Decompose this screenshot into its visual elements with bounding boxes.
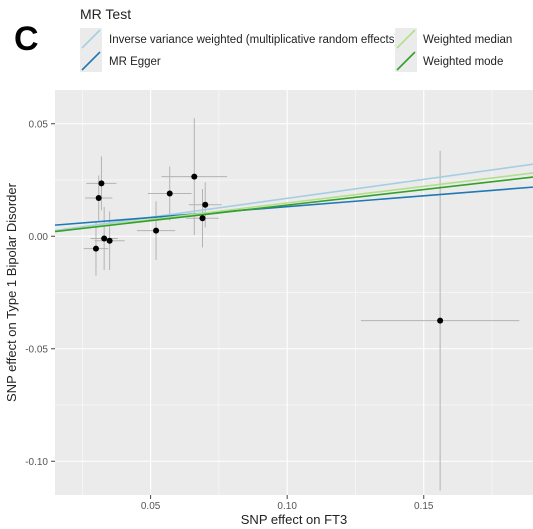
snp-points	[92, 173, 444, 324]
legend-entry-mr-egger: MR Egger	[80, 50, 161, 72]
legend-entry-weighted-mode: Weighted mode	[395, 50, 503, 72]
legend-label-weighted-mode: Weighted mode	[423, 56, 503, 68]
regression-line-3	[55, 176, 533, 233]
snp-point-7	[191, 173, 198, 180]
y-axis-title: SNP effect on Type 1 Bipolar Disorder	[4, 182, 19, 402]
snp-point-9	[202, 201, 209, 208]
regression-lines	[55, 163, 533, 233]
snp-point-0	[92, 245, 99, 252]
legend-line-mr-egger	[81, 51, 101, 71]
snp-point-4	[106, 237, 113, 244]
legend-line-weighted-mode	[396, 51, 416, 71]
x-tick-label-0: 0.05	[141, 501, 161, 512]
snp-point-2	[98, 180, 105, 187]
snp-point-1	[95, 195, 102, 201]
snp-point-5	[153, 227, 160, 234]
y-tick-label-1: 0.00	[29, 232, 49, 243]
legend-label-weighted-median: Weighted median	[423, 34, 512, 46]
regression-line-group	[55, 163, 533, 233]
x-tick-label-2: 0.15	[414, 501, 434, 512]
legend-entry-weighted-median: Weighted median	[395, 28, 512, 50]
axis-ticks: 0.05 0.10 0.15 0.05 0.00 -0.05 -0.10	[25, 119, 434, 512]
y-tick-label-2: -0.05	[25, 344, 48, 355]
grid-lines	[55, 90, 533, 495]
regression-line-1	[55, 186, 533, 226]
snp-point-10	[437, 317, 444, 324]
y-tick-label-3: -0.10	[25, 457, 48, 468]
snp-point-6	[166, 190, 173, 197]
panel-letter: C	[14, 20, 39, 58]
legend: MR Test Inverse variance weighted (multi…	[80, 6, 512, 72]
regression-line-2	[55, 172, 533, 233]
y-tick-label-0: 0.05	[29, 119, 49, 130]
legend-line-ivw	[81, 29, 101, 49]
legend-line-weighted-median	[396, 29, 416, 49]
x-axis-title: SNP effect on FT3	[241, 512, 347, 527]
legend-title: MR Test	[80, 6, 131, 22]
legend-label-ivw: Inverse variance weighted (multiplicativ…	[109, 34, 399, 46]
legend-entry-ivw: Inverse variance weighted (multiplicativ…	[80, 28, 399, 50]
snp-point-8	[199, 215, 206, 222]
x-tick-label-1: 0.10	[277, 501, 297, 512]
snp-point-3	[101, 235, 108, 242]
legend-label-mr-egger: MR Egger	[109, 56, 161, 68]
